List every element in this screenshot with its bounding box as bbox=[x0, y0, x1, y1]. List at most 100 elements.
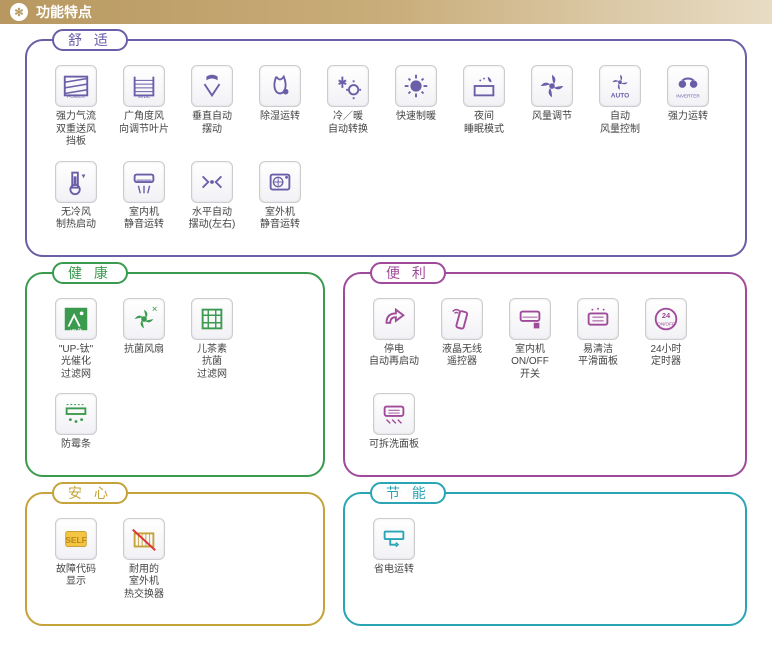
feature-fast-heat: 快速制暖 bbox=[385, 65, 447, 149]
feature-label: 故障代码 显示 bbox=[56, 564, 96, 589]
group-convenience: 便 利 停电 自动再启动液晶无线 遥控器室内机 ON/OFF 开关易清洁 平滑面… bbox=[343, 272, 747, 477]
feature-label: 抗菌风扇 bbox=[124, 344, 164, 357]
horiz-swing-icon bbox=[191, 161, 233, 203]
self-diag-icon: SELF bbox=[55, 518, 97, 560]
svg-text:✕: ✕ bbox=[152, 304, 158, 313]
inverter-icon: INVERTER bbox=[667, 65, 709, 107]
durable-hex-icon bbox=[123, 518, 165, 560]
feature-label: 24小时 定时器 bbox=[650, 344, 681, 369]
feature-indoor-quiet: 室内机 静音运转 bbox=[113, 161, 175, 232]
svg-text:POWER: POWER bbox=[67, 94, 85, 99]
feature-easy-clean: 易清洁 平滑面板 bbox=[567, 298, 629, 382]
feature-no-cold-heat: 无冷风 制热启动 bbox=[45, 161, 107, 232]
feature-dehumidify: 除湿运转 bbox=[249, 65, 311, 149]
feature-durable-hex: 耐用的 室外机 热交换器 bbox=[113, 518, 175, 602]
group-title-comfort: 舒 适 bbox=[52, 29, 128, 51]
indoor-quiet-icon bbox=[123, 161, 165, 203]
remote-icon bbox=[441, 298, 483, 340]
feature-night-mode: 夜间 睡眠模式 bbox=[453, 65, 515, 149]
feature-anti-mold: 防霉条 bbox=[45, 393, 107, 452]
feature-power-dual: POWER 强力气流 双重送风 挡板 bbox=[45, 65, 107, 149]
page-title: 功能特点 bbox=[36, 2, 92, 22]
group-title-health: 健 康 bbox=[52, 262, 128, 284]
wide-angle-icon: WIDE bbox=[123, 65, 165, 107]
feature-self-diag: SELF 故障代码 显示 bbox=[45, 518, 107, 602]
onoff-switch-icon bbox=[509, 298, 551, 340]
feature-label: 室外机 静音运转 bbox=[260, 207, 300, 232]
feature-label: 快速制暖 bbox=[396, 111, 436, 124]
header-badge-icon: ✻ bbox=[10, 3, 28, 21]
feature-label: 省电运转 bbox=[374, 564, 414, 577]
feature-catechin: 儿茶素 抗菌 过滤网 bbox=[181, 298, 243, 382]
vertical-swing-icon bbox=[191, 65, 233, 107]
feature-label: 冷／暖 自动转换 bbox=[328, 111, 368, 136]
feature-label: 耐用的 室外机 热交换器 bbox=[124, 564, 164, 602]
feature-label: 室内机 ON/OFF 开关 bbox=[511, 344, 549, 382]
feature-label: 室内机 静音运转 bbox=[124, 207, 164, 232]
feature-label: 液晶无线 遥控器 bbox=[442, 344, 482, 369]
dehumidify-icon bbox=[259, 65, 301, 107]
group-energy: 节 能 省电运转 bbox=[343, 492, 747, 627]
group-comfort: 舒 适 POWER强力气流 双重送风 挡板WIDE广角度风 向调节叶片垂直自动 … bbox=[25, 39, 747, 257]
feature-auto-restart: 停电 自动再启动 bbox=[363, 298, 425, 382]
group-title-safety: 安 心 bbox=[52, 482, 128, 504]
group-health: 健 康 UP-钛"UP-钛" 光催化 过滤网✕抗菌风扇儿茶素 抗菌 过滤网防霉条 bbox=[25, 272, 325, 477]
feature-remote: 液晶无线 遥控器 bbox=[431, 298, 493, 382]
feature-auto-fan: AUTO 自动 风量控制 bbox=[589, 65, 651, 149]
feature-label: 水平自动 摆动(左右) bbox=[189, 207, 236, 232]
feature-horiz-swing: 水平自动 摆动(左右) bbox=[181, 161, 243, 232]
eco-run-icon bbox=[373, 518, 415, 560]
group-safety: 安 心 SELF故障代码 显示耐用的 室外机 热交换器 bbox=[25, 492, 325, 627]
anti-fan-icon: ✕ bbox=[123, 298, 165, 340]
svg-text:WIDE: WIDE bbox=[138, 94, 150, 99]
outdoor-quiet-icon bbox=[259, 161, 301, 203]
feature-eco-run: 省电运转 bbox=[363, 518, 425, 577]
feature-label: 夜间 睡眠模式 bbox=[464, 111, 504, 136]
svg-text:ON/OFF: ON/OFF bbox=[657, 321, 675, 326]
svg-text:SELF: SELF bbox=[65, 534, 87, 544]
feature-label: 广角度风 向调节叶片 bbox=[119, 111, 169, 136]
feature-inverter: INVERTER 强力运转 bbox=[657, 65, 719, 149]
feature-onoff-switch: 室内机 ON/OFF 开关 bbox=[499, 298, 561, 382]
auto-restart-icon bbox=[373, 298, 415, 340]
feature-label: 自动 风量控制 bbox=[600, 111, 640, 136]
feature-label: 儿茶素 抗菌 过滤网 bbox=[197, 344, 227, 382]
group-title-energy: 节 能 bbox=[370, 482, 446, 504]
removable-panel-icon bbox=[373, 393, 415, 435]
up-ti-icon: UP-钛 bbox=[55, 298, 97, 340]
page-header: ✻ 功能特点 bbox=[0, 0, 772, 24]
timer-24-icon: 24ON/OFF bbox=[645, 298, 687, 340]
feature-label: 强力运转 bbox=[668, 111, 708, 124]
night-mode-icon bbox=[463, 65, 505, 107]
group-title-convenience: 便 利 bbox=[370, 262, 446, 284]
content-area: 舒 适 POWER 强力气流 双重送风 挡板 WIDE 广角度风 向调节叶片垂直自动 … bbox=[0, 24, 772, 656]
feature-label: 垂直自动 摆动 bbox=[192, 111, 232, 136]
feature-timer-24: 24ON/OFF 24小时 定时器 bbox=[635, 298, 697, 382]
fan-adjust-icon bbox=[531, 65, 573, 107]
auto-fan-icon: AUTO bbox=[599, 65, 641, 107]
feature-label: 风量调节 bbox=[532, 111, 572, 124]
feature-removable-panel: 可拆洗面板 bbox=[363, 393, 425, 452]
no-cold-heat-icon bbox=[55, 161, 97, 203]
feature-label: 防霉条 bbox=[61, 439, 91, 452]
feature-cool-heat: 冷／暖 自动转换 bbox=[317, 65, 379, 149]
feature-label: "UP-钛" 光催化 过滤网 bbox=[59, 344, 93, 382]
feature-label: 停电 自动再启动 bbox=[369, 344, 419, 369]
svg-text:INVERTER: INVERTER bbox=[676, 93, 700, 98]
svg-text:24: 24 bbox=[662, 311, 671, 320]
easy-clean-icon bbox=[577, 298, 619, 340]
feature-outdoor-quiet: 室外机 静音运转 bbox=[249, 161, 311, 232]
fast-heat-icon bbox=[395, 65, 437, 107]
cool-heat-icon bbox=[327, 65, 369, 107]
feature-label: 无冷风 制热启动 bbox=[56, 207, 96, 232]
anti-mold-icon bbox=[55, 393, 97, 435]
svg-text:UP-钛: UP-钛 bbox=[70, 327, 83, 334]
feature-label: 强力气流 双重送风 挡板 bbox=[56, 111, 96, 149]
catechin-icon bbox=[191, 298, 233, 340]
feature-label: 可拆洗面板 bbox=[369, 439, 419, 452]
feature-anti-fan: ✕ 抗菌风扇 bbox=[113, 298, 175, 382]
power-dual-icon: POWER bbox=[55, 65, 97, 107]
feature-up-ti: UP-钛 "UP-钛" 光催化 过滤网 bbox=[45, 298, 107, 382]
feature-label: 易清洁 平滑面板 bbox=[578, 344, 618, 369]
svg-text:AUTO: AUTO bbox=[611, 92, 629, 99]
